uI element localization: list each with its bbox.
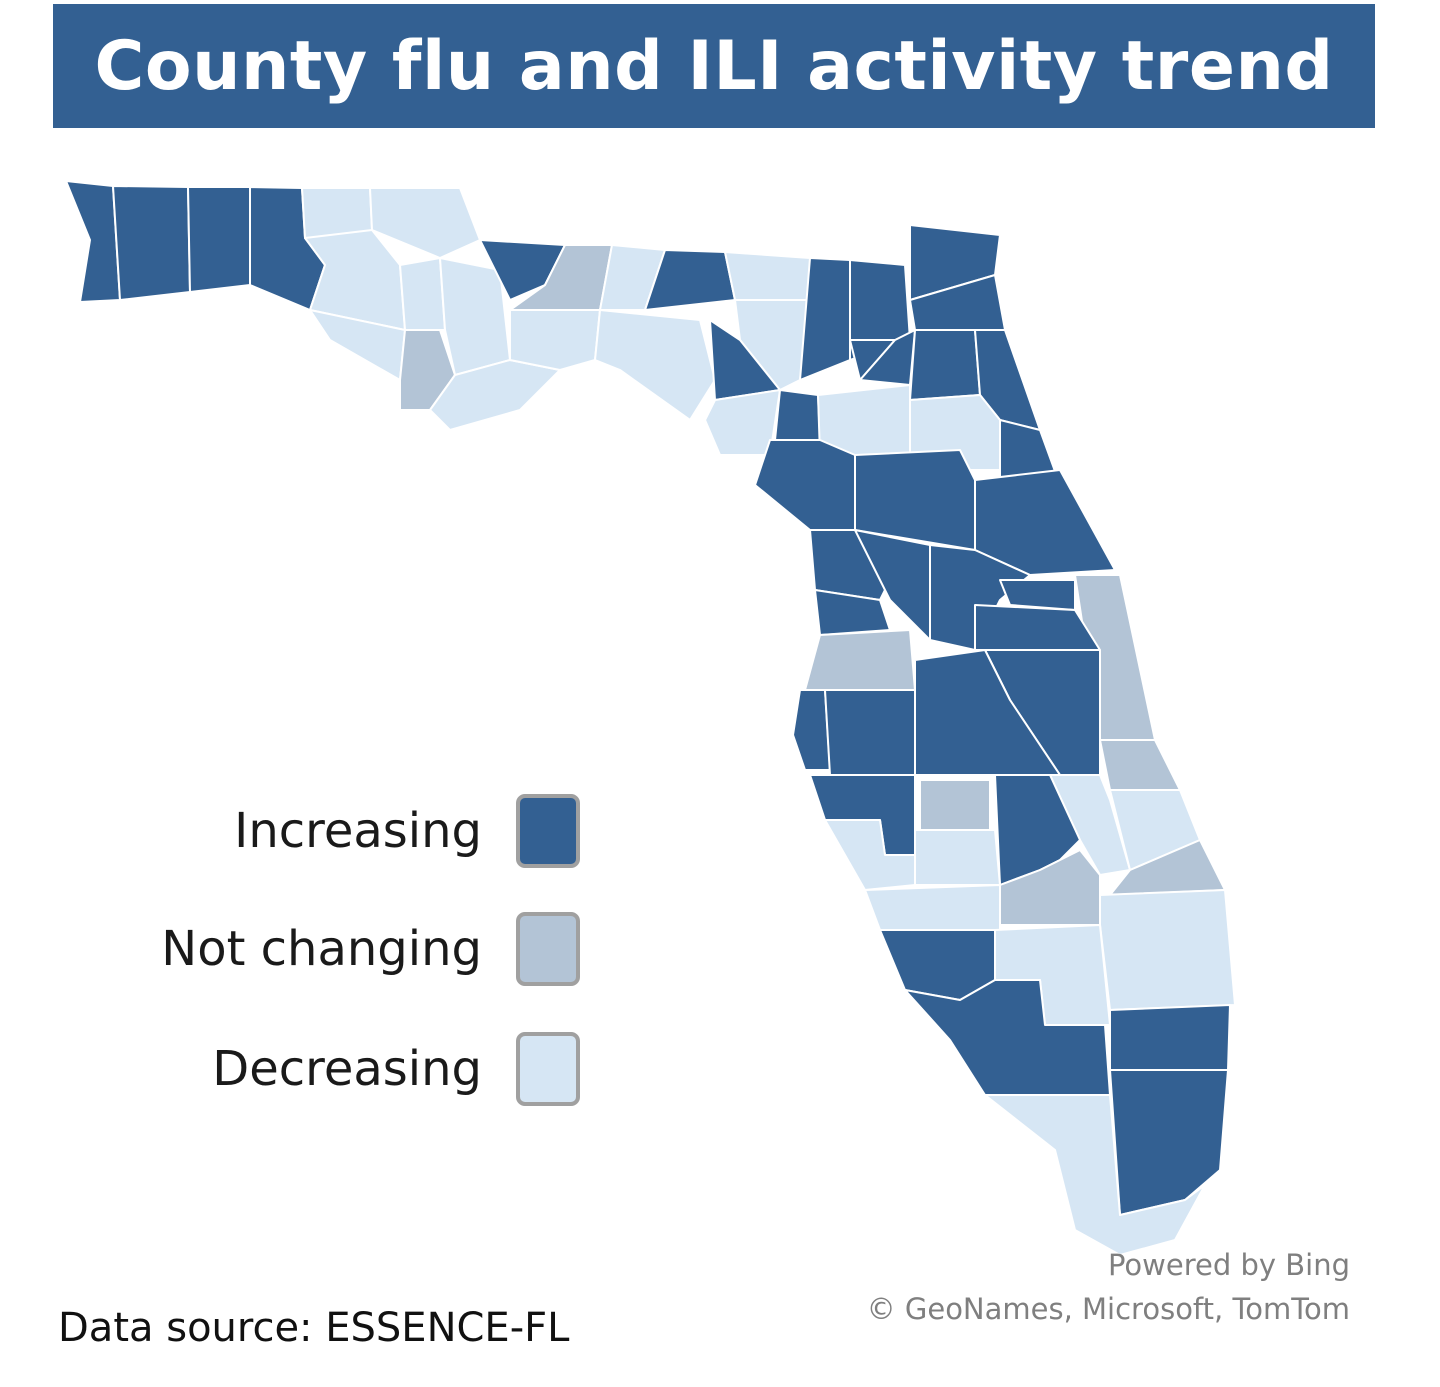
county-collier [904,979,1111,1096]
county-suwannee [734,299,811,391]
county-seminole [999,579,1076,611]
county-pasco [804,629,916,691]
legend-item-increasing: Increasing [234,790,580,872]
legend-label: Increasing [234,803,482,859]
title-bar: County flu and ILI activity trend [53,4,1375,128]
county-hamilton [724,251,811,301]
bing-credit: Powered by Bing [1107,1248,1350,1282]
county-charlotte [864,884,1001,931]
county-okaloosa [187,186,251,293]
county-pinellas [792,689,831,771]
county-jackson [369,187,481,259]
county-taylor [594,309,716,421]
county-broward [1109,1004,1231,1071]
county-palm-beach [1099,889,1236,1011]
county-glades [999,849,1101,926]
page-title: County flu and ILI activity trend [94,26,1334,106]
county-hillsborough [824,689,916,776]
legend-item-not-changing: Not changing [161,908,580,990]
county-monroe [984,1094,1206,1256]
county-levy [754,439,856,531]
county-clay [909,329,981,401]
county-lake [929,544,1031,651]
county-desoto [914,829,1001,886]
map-data-credit: © GeoNames, Microsoft, TomTom [866,1292,1350,1326]
legend-swatch-increasing [516,794,580,868]
legend-swatch-not-changing [516,912,580,986]
county-volusia [974,469,1116,576]
county-miami-dade [1109,1069,1229,1216]
county-calhoun [399,257,446,331]
county-columbia [799,257,851,381]
county-dixie [704,389,781,456]
county-polk [914,649,1061,776]
county-santa-rosa [112,185,191,301]
county-hardee [919,779,991,831]
county-wakulla [509,309,601,371]
legend-swatch-decreasing [516,1032,580,1106]
county-indian-river [1099,739,1181,791]
county-gilchrist [774,389,821,441]
legend-item-decreasing: Decreasing [212,1028,580,1110]
data-source-note: Data source: ESSENCE-FL [58,1305,570,1351]
county-hernando [814,589,891,636]
legend-label: Decreasing [212,1041,482,1097]
county-escambia [65,180,121,303]
legend-label: Not changing [161,921,482,977]
